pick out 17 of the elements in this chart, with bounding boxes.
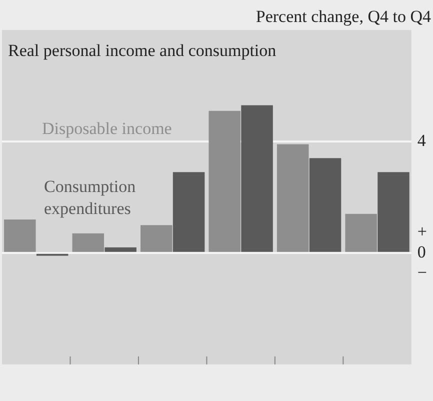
bar [276, 144, 309, 252]
bar [140, 225, 172, 252]
bar [4, 219, 36, 252]
y-tick-label: +0− [417, 222, 428, 282]
bar [172, 172, 205, 252]
series-label: Consumption expenditures [44, 177, 136, 218]
bar [241, 105, 273, 252]
bar [104, 247, 136, 252]
bar [345, 214, 377, 252]
y-axis-title: Percent change, Q4 to Q4 [256, 7, 432, 26]
bar [208, 110, 240, 252]
bar [72, 233, 104, 252]
bar [309, 158, 342, 252]
bar [378, 172, 410, 252]
text: Real personal income and consumption [8, 41, 277, 60]
y-tick-label: 4 [417, 130, 426, 150]
text: Disposable income [42, 119, 172, 138]
